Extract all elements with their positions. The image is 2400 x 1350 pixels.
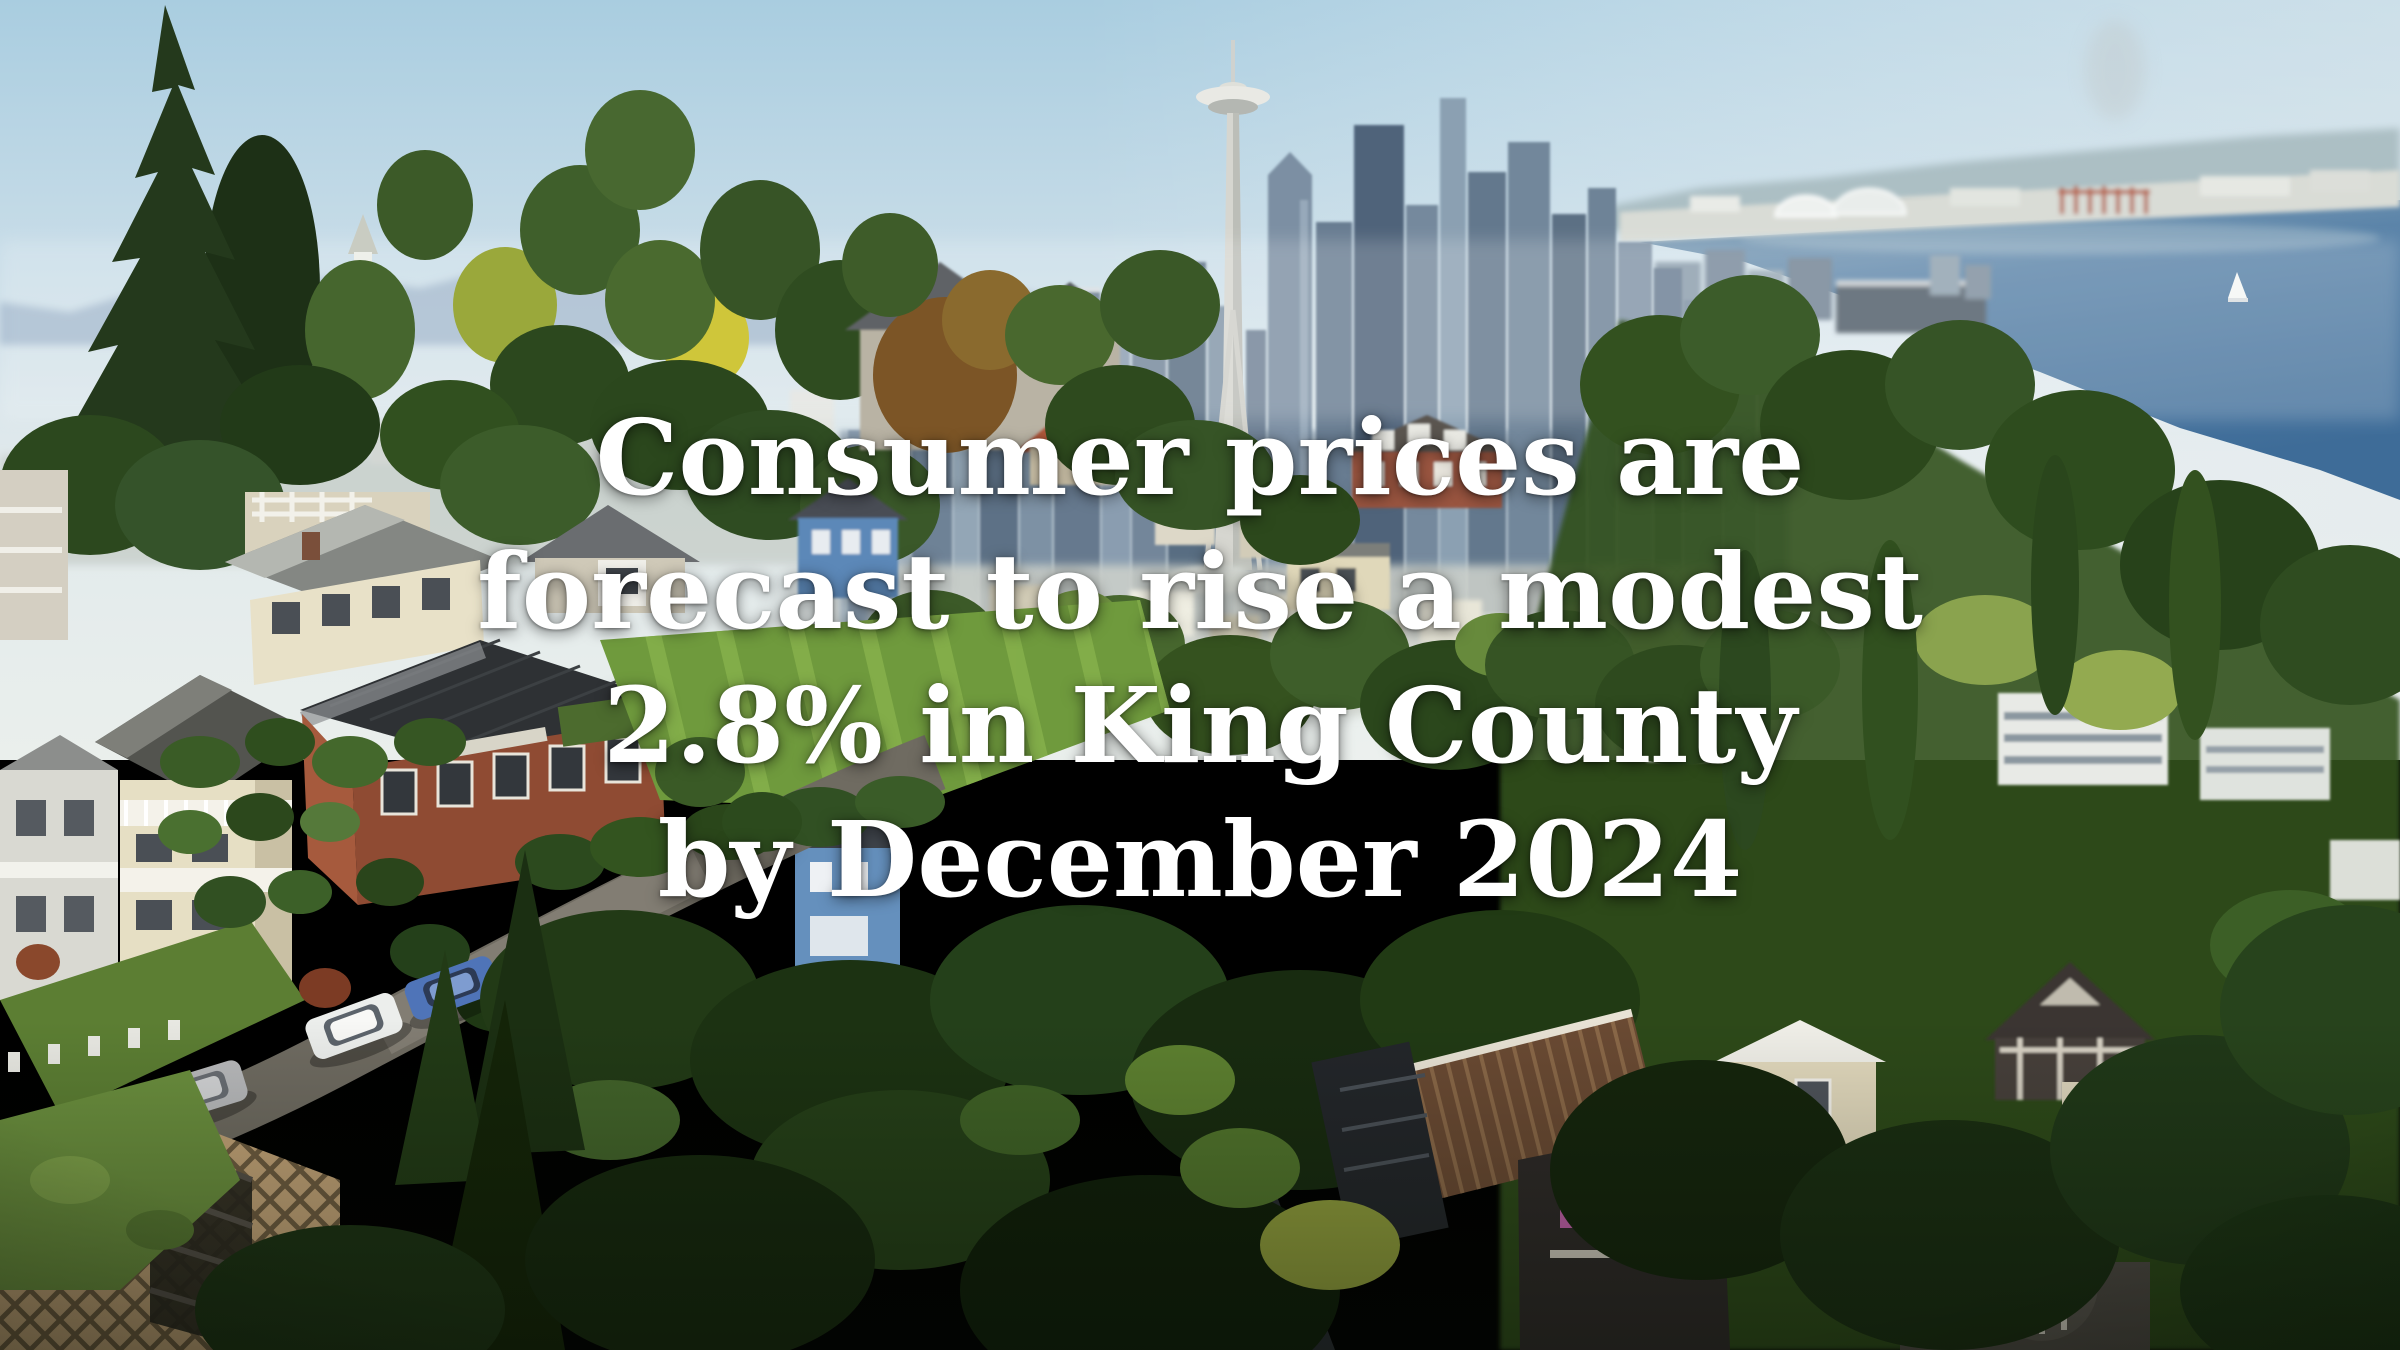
caption-line-2: forecast to rise a modest	[477, 530, 1923, 653]
caption-line-3: 2.8% in King County	[603, 664, 1797, 787]
bottom-shade	[0, 1020, 2400, 1350]
caption-overlay: Consumer prices are forecast to rise a m…	[0, 391, 2400, 927]
caption-line-1: Consumer prices are	[595, 396, 1805, 519]
caption-line-4: by December 2024	[657, 798, 1743, 921]
